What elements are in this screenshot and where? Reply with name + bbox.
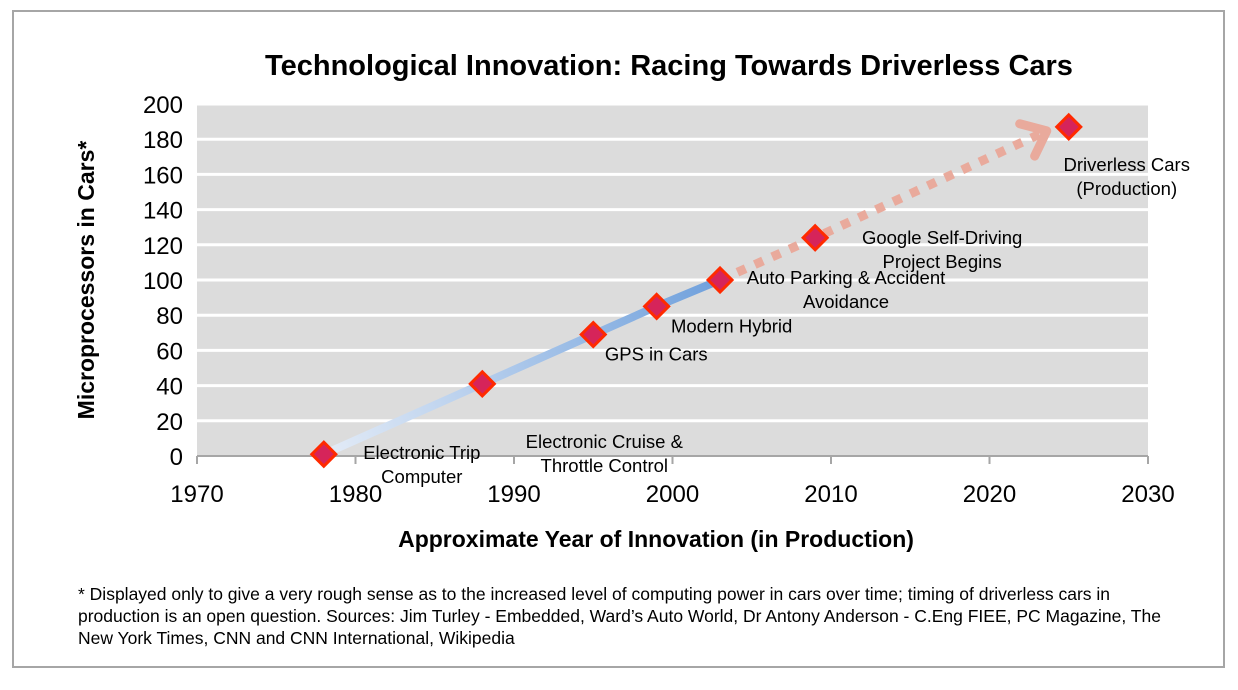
data-label: Auto Parking & Accident Avoidance <box>747 267 945 312</box>
y-axis-label: Microprocessors in Cars* <box>73 141 99 420</box>
x-tick-label: 2010 <box>804 481 857 508</box>
data-label: Electronic Cruise & Throttle Control <box>526 431 684 476</box>
data-label-line: Google Self-Driving <box>862 227 1022 248</box>
data-label-line: Driverless Cars <box>1064 154 1190 175</box>
data-label-line: Throttle Control <box>541 455 669 476</box>
y-tick-label: 0 <box>170 444 183 471</box>
data-label: Electronic Trip Computer <box>363 442 480 487</box>
data-label: GPS in Cars <box>605 344 708 365</box>
chart-title: Technological Innovation: Racing Towards… <box>265 50 1073 82</box>
data-label: Google Self-Driving Project Begins <box>862 227 1022 272</box>
data-label: Driverless Cars (Production) <box>1064 154 1190 199</box>
data-point <box>579 320 608 349</box>
arrow-head-icon <box>1015 119 1052 161</box>
x-tick-label: 1970 <box>170 481 223 508</box>
x-tick-label: 2020 <box>963 481 1016 508</box>
data-label-line: (Production) <box>1076 178 1177 199</box>
y-tick-label: 160 <box>143 162 183 189</box>
x-tick-label: 1980 <box>329 481 382 508</box>
data-label-line: Electronic Cruise & <box>526 431 684 452</box>
x-axis-label: Approximate Year of Innovation (in Produ… <box>398 526 914 552</box>
data-label-line: Auto Parking & Accident <box>747 267 945 288</box>
data-label-line: Modern Hybrid <box>671 315 792 336</box>
data-label-line: Project Begins <box>883 251 1002 272</box>
data-point <box>705 265 735 295</box>
y-tick-label: 60 <box>156 338 183 365</box>
data-label-line: GPS in Cars <box>605 344 708 365</box>
data-label-line: Computer <box>381 466 462 487</box>
series-line-dotted <box>718 126 1049 285</box>
x-tick-label: 1990 <box>487 481 540 508</box>
data-point <box>801 223 830 252</box>
data-point <box>642 292 671 321</box>
y-tick-label: 20 <box>156 409 183 436</box>
y-tick-label: 180 <box>143 127 183 154</box>
y-tick-label: 200 <box>143 92 183 119</box>
data-point <box>468 369 497 398</box>
data-label-line: Electronic Trip <box>363 442 480 463</box>
footnote: * Displayed only to give a very rough se… <box>78 584 1161 648</box>
y-tick-label: 100 <box>143 268 183 295</box>
y-tick-label: 40 <box>156 374 183 401</box>
y-tick-label: 140 <box>143 198 183 225</box>
x-tick-label: 2000 <box>646 481 699 508</box>
y-tick-label: 120 <box>143 233 183 260</box>
data-label-line: Avoidance <box>803 291 889 312</box>
chart-frame <box>12 10 1225 668</box>
x-tick-label: 2030 <box>1121 481 1174 508</box>
data-point <box>1054 112 1083 142</box>
data-point <box>309 440 338 469</box>
y-tick-label: 80 <box>156 303 183 330</box>
data-label: Modern Hybrid <box>671 315 792 336</box>
